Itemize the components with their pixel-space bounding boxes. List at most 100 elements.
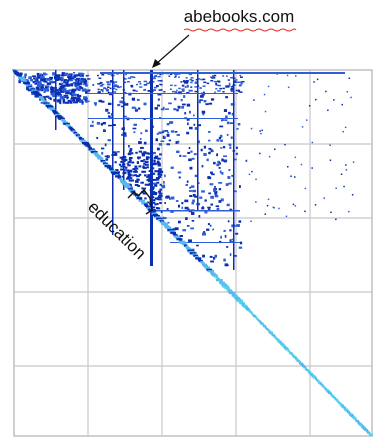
matrix-point (215, 205, 220, 208)
diagonal-segment (360, 425, 365, 428)
matrix-point (34, 77, 37, 81)
diagonal-segment (257, 318, 260, 321)
matrix-point (287, 86, 290, 89)
matrix-point (208, 192, 211, 195)
matrix-point (136, 98, 140, 101)
matrix-point (264, 110, 267, 113)
matrix-point (158, 175, 162, 178)
diagonal-segment (68, 126, 73, 129)
matrix-point (220, 147, 223, 149)
matrix-point (327, 109, 329, 111)
diagonal-segment (211, 274, 218, 277)
matrix-point (35, 86, 39, 90)
diagonal-segment (135, 195, 141, 198)
matrix-point (63, 80, 66, 84)
matrix-point (58, 87, 63, 91)
matrix-point (231, 238, 234, 241)
matrix-point (185, 184, 189, 186)
diagonal-segment (128, 189, 135, 192)
matrix-point (41, 84, 45, 87)
matrix-point (188, 89, 193, 92)
matrix-point (193, 114, 195, 117)
matrix-point (93, 102, 97, 105)
matrix-point (107, 102, 112, 105)
matrix-point (147, 183, 151, 186)
matrix-point (186, 92, 190, 94)
matrix-point (105, 108, 109, 112)
matrix-point (306, 119, 308, 121)
diagonal-segment (63, 122, 70, 125)
diagonal-segment (289, 352, 293, 355)
matrix-point (102, 122, 106, 125)
matrix-point (159, 73, 162, 76)
matrix-point (85, 91, 88, 94)
diagonal-segment (47, 106, 54, 109)
matrix-point (136, 83, 139, 86)
diagonal-segment (159, 220, 165, 223)
matrix-point (101, 83, 105, 86)
diagonal-segment (368, 432, 371, 435)
matrix-point (170, 166, 174, 169)
diagonal-segment (354, 418, 358, 421)
matrix-point (228, 169, 231, 171)
matrix-point (223, 229, 226, 232)
matrix-point (175, 200, 179, 202)
matrix-point (204, 211, 208, 214)
matrix-point (206, 82, 210, 85)
diagonal-segment (234, 297, 240, 300)
diagonal-segment (300, 363, 304, 366)
matrix-point (216, 154, 218, 156)
matrix-point (156, 177, 160, 179)
diagonal-segment (357, 421, 360, 424)
matrix-point (77, 94, 82, 98)
matrix-point (74, 85, 78, 88)
matrix-point (49, 97, 52, 101)
diagonal-segment (138, 199, 146, 202)
matrix-point (181, 84, 185, 87)
diagonal-segment (136, 197, 143, 200)
matrix-point (138, 81, 142, 83)
matrix-point (154, 203, 157, 206)
diagonal-segment (32, 90, 38, 93)
matrix-point (52, 72, 56, 76)
matrix-point (103, 87, 106, 89)
matrix-point (130, 152, 134, 155)
matrix-point (173, 108, 177, 111)
matrix-point (146, 175, 150, 178)
matrix-point (148, 170, 152, 172)
matrix-point (335, 218, 337, 221)
diagonal-segment (74, 133, 79, 136)
matrix-point (163, 91, 166, 93)
matrix-point (109, 80, 113, 83)
diagonal-segment (155, 216, 161, 219)
matrix-point (185, 217, 188, 220)
matrix-point (158, 89, 161, 91)
matrix-point (63, 84, 66, 88)
matrix-point (221, 158, 224, 162)
matrix-point (175, 91, 178, 93)
matrix-point (117, 171, 120, 174)
matrix-point (185, 80, 189, 83)
diagonal-segment (165, 226, 172, 229)
matrix-point (143, 118, 146, 121)
matrix-point (139, 83, 142, 85)
matrix-point (37, 88, 41, 92)
matrix-point (311, 141, 314, 144)
diagonal-segment (30, 88, 36, 91)
matrix-point (214, 192, 217, 196)
matrix-point (211, 173, 215, 176)
diagonal-segment (242, 304, 248, 307)
matrix-point (152, 199, 156, 202)
matrix-point (238, 246, 243, 249)
matrix-point (178, 204, 181, 208)
diagonal-segment (147, 208, 154, 211)
diagonal-segment (97, 157, 104, 160)
matrix-point (218, 84, 222, 87)
matrix-point (128, 92, 132, 96)
diagonal-segment (26, 84, 32, 87)
matrix-point (97, 83, 101, 85)
matrix-point (175, 141, 178, 145)
matrix-point (162, 135, 165, 139)
matrix-point (154, 192, 158, 194)
matrix-point (188, 158, 192, 162)
